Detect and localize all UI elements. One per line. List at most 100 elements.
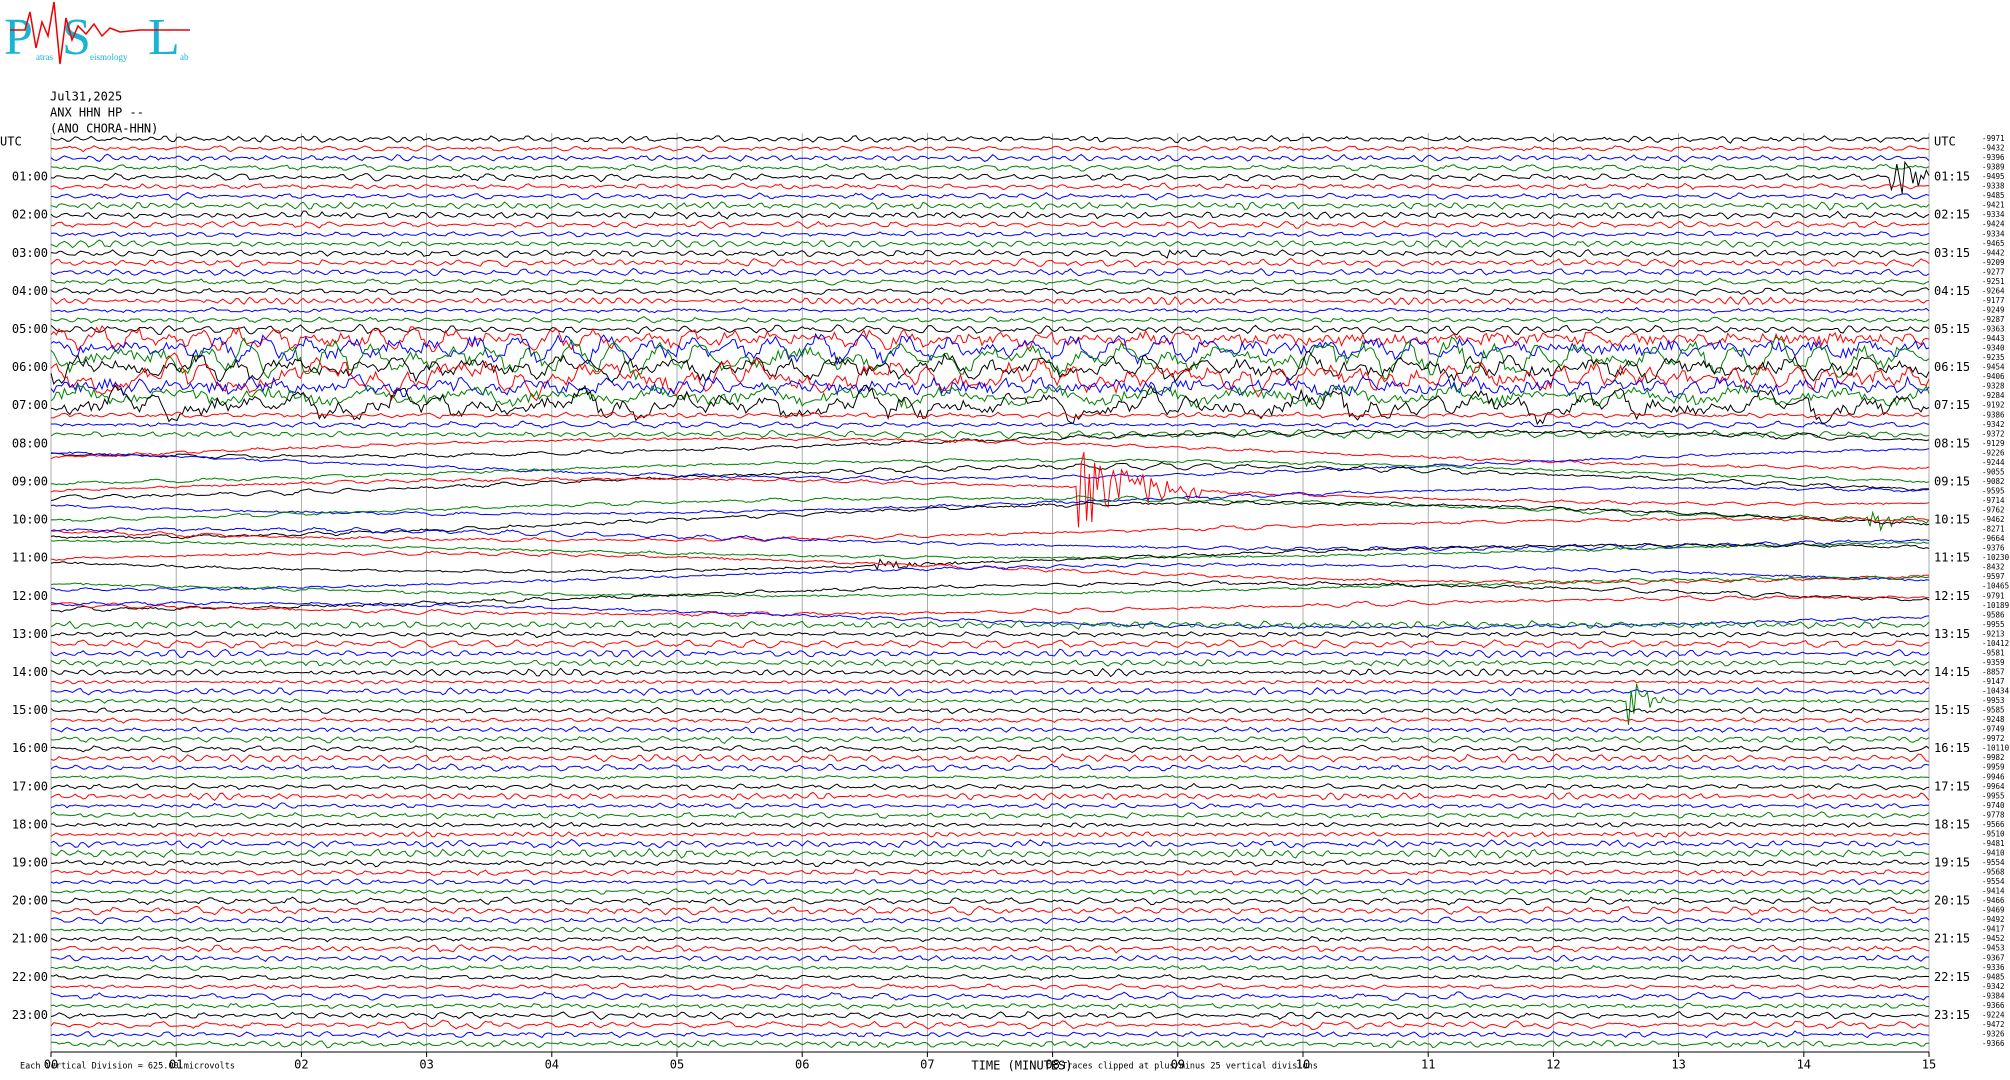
trace-offset: -9342: [1982, 982, 2005, 991]
trace: [50, 134, 1930, 144]
trace: [50, 726, 1930, 734]
right-hour-label: 01:15: [1934, 170, 1970, 184]
trace-offset: -9248: [1982, 715, 2005, 724]
left-hour-label: 22:00: [12, 970, 48, 984]
right-hour-label: UTC: [1934, 135, 1956, 149]
trace-offset: -9485: [1982, 972, 2005, 981]
logo-small: eismology: [90, 52, 128, 62]
trace: [50, 486, 1930, 517]
trace-offset: -9249: [1982, 305, 2005, 314]
trace: [50, 153, 1930, 163]
trace: [50, 374, 1930, 398]
trace: [50, 323, 1930, 336]
trace: [50, 452, 1930, 528]
trace: [50, 332, 1930, 366]
right-hour-label: 21:15: [1934, 932, 1970, 946]
header-line: ANX HHN HP --: [50, 106, 144, 120]
left-hour-label: 13:00: [12, 627, 48, 641]
trace-offset: -9481: [1982, 839, 2005, 848]
trace: [50, 316, 1930, 324]
trace: [50, 575, 1930, 598]
trace-offset: -10412: [1982, 639, 2009, 648]
trace: [50, 717, 1930, 724]
left-hour-label: 03:00: [12, 246, 48, 260]
right-hour-label: 13:15: [1934, 627, 1970, 641]
trace-offset: -9443: [1982, 334, 2005, 343]
trace-offset: -9778: [1982, 810, 2005, 819]
trace: [50, 648, 1930, 659]
trace: [50, 683, 1930, 725]
trace: [50, 500, 1930, 540]
trace: [50, 562, 1930, 592]
trace: [50, 791, 1930, 801]
trace-offset: -9495: [1982, 172, 2005, 181]
trace-offset: -9129: [1982, 439, 2005, 448]
trace: [50, 595, 1929, 617]
x-tick-label: 13: [1671, 1058, 1685, 1072]
trace-offset: -9953: [1982, 696, 2005, 705]
trace-offset: -9762: [1982, 506, 2005, 515]
trace: [50, 287, 1930, 297]
trace-offset: -9554: [1982, 877, 2005, 886]
trace-offset: -9366: [1982, 1039, 2005, 1048]
trace-offset: -10230: [1982, 553, 2010, 562]
logo-letter: L: [148, 9, 180, 66]
logo: P atras S eismology L ab: [4, 1, 190, 66]
trace-offset: -9566: [1982, 820, 2005, 829]
trace: [50, 878, 1930, 886]
trace-offset: -9568: [1982, 868, 2005, 877]
trace: [50, 296, 1930, 306]
trace-offset: -9749: [1982, 725, 2005, 734]
trace: [50, 763, 1930, 772]
trace-offset: -9251: [1982, 277, 2005, 286]
trace-offset: -9462: [1982, 515, 2005, 524]
trace-offset: -9597: [1982, 572, 2005, 581]
right-hour-label: 23:15: [1934, 1008, 1970, 1022]
trace: [50, 686, 1930, 697]
trace-offset: -9287: [1982, 315, 2005, 324]
trace: [50, 550, 1930, 585]
trace-offset: -9664: [1982, 534, 2005, 543]
trace: [50, 753, 1930, 763]
trace-offset: -10110: [1982, 744, 2010, 753]
trace-offset: -9466: [1982, 896, 2005, 905]
trace: [50, 639, 1930, 649]
trace-offset: -9406: [1982, 372, 2005, 381]
trace-offset: -9224: [1982, 1010, 2005, 1019]
right-hour-label: 05:15: [1934, 322, 1970, 336]
trace: [50, 868, 1930, 877]
trace-offset: -9972: [1982, 734, 2005, 743]
trace: [50, 744, 1930, 753]
trace: [50, 249, 1930, 259]
left-hour-label: 10:00: [12, 513, 48, 527]
right-hour-label: 12:15: [1934, 589, 1970, 603]
x-tick-label: 03: [419, 1058, 433, 1072]
trace-offset: -9264: [1982, 286, 2005, 295]
trace: [50, 336, 1930, 381]
trace-offset: -8271: [1982, 525, 2005, 534]
trace-offset: -9209: [1982, 258, 2005, 267]
trace-offset: -9581: [1982, 648, 2005, 657]
x-axis-label: TIME (MINUTES): [971, 1059, 1072, 1073]
trace: [50, 905, 1930, 916]
trace: [50, 706, 1930, 715]
trace-offset: -9791: [1982, 591, 2005, 600]
right-hour-label: 11:15: [1934, 551, 1970, 565]
trace-offset: -9424: [1982, 220, 2005, 229]
trace: [50, 257, 1930, 268]
trace-offset: -9082: [1982, 477, 2005, 486]
trace-offset: -9334: [1982, 229, 2005, 238]
trace-offset: -9452: [1982, 934, 2005, 943]
trace: [50, 448, 1930, 481]
left-hour-label: 21:00: [12, 932, 48, 946]
x-tick-label: 12: [1546, 1058, 1560, 1072]
trace: [50, 230, 1930, 238]
left-hour-label: 08:00: [12, 436, 48, 450]
trace: [50, 1011, 1930, 1021]
trace: [50, 782, 1930, 791]
trace-offset: -9492: [1982, 915, 2005, 924]
trace: [50, 915, 1930, 925]
trace: [50, 954, 1930, 963]
trace: [50, 539, 1930, 560]
trace: [50, 802, 1930, 810]
